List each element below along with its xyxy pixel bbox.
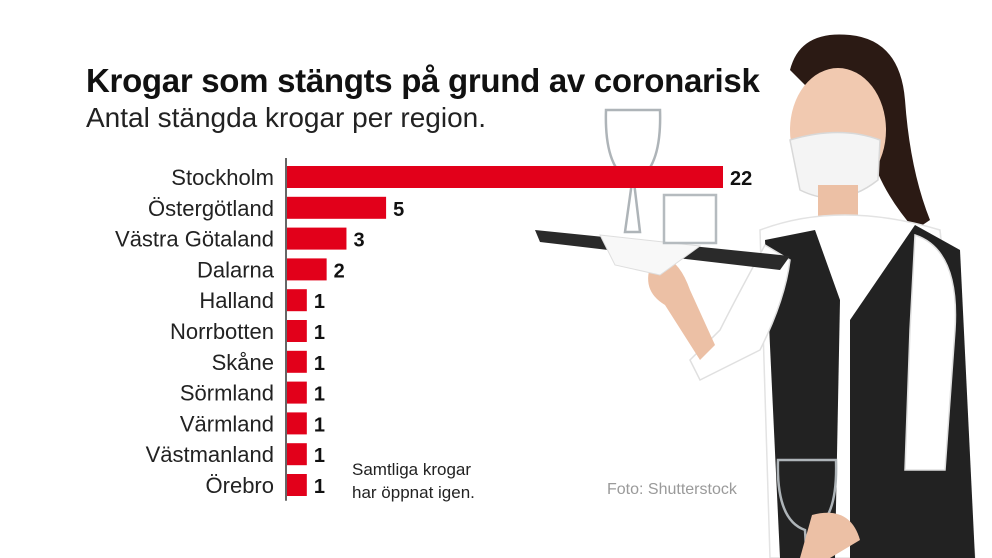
bar [287, 227, 347, 250]
category-label: Västmanland [146, 442, 274, 467]
bar [287, 381, 307, 404]
note-line-2: har öppnat igen. [352, 483, 475, 502]
chart-title: Krogar som stängts på grund av coronaris… [86, 62, 760, 99]
bar [287, 166, 723, 188]
reopened-note: Samtliga krogar har öppnat igen. [352, 458, 475, 504]
bar [287, 350, 307, 373]
waitress-with-tray-photo [535, 34, 976, 558]
category-label: Värmland [180, 411, 274, 436]
chart-subtitle: Antal stängda krogar per region. [86, 102, 487, 133]
bar [287, 289, 307, 312]
category-label: Västra Götaland [115, 227, 274, 252]
value-label: 1 [314, 291, 325, 313]
value-label: 1 [314, 353, 325, 375]
photo-credit: Foto: Shutterstock [607, 481, 737, 498]
value-label: 1 [314, 414, 325, 436]
category-label: Dalarna [197, 257, 275, 282]
category-label: Östergötland [148, 196, 274, 221]
value-label: 1 [314, 322, 325, 344]
category-label: Skåne [212, 350, 274, 375]
bar [287, 196, 387, 219]
bar [287, 412, 307, 435]
category-label: Örebro [206, 473, 274, 498]
value-label: 1 [314, 384, 325, 406]
bar [287, 474, 307, 496]
category-label: Stockholm [171, 165, 274, 190]
category-label: Halland [199, 288, 274, 313]
value-label: 22 [730, 168, 752, 190]
bar [287, 258, 327, 281]
bar [287, 320, 307, 342]
value-label: 5 [393, 199, 404, 221]
value-label: 1 [314, 476, 325, 498]
note-line-1: Samtliga krogar [352, 460, 472, 479]
category-label: Norrbotten [170, 319, 274, 344]
bar [287, 443, 307, 466]
category-label: Sörmland [180, 381, 274, 406]
value-label: 1 [314, 445, 325, 467]
value-label: 2 [334, 260, 345, 282]
value-label: 3 [353, 230, 364, 252]
